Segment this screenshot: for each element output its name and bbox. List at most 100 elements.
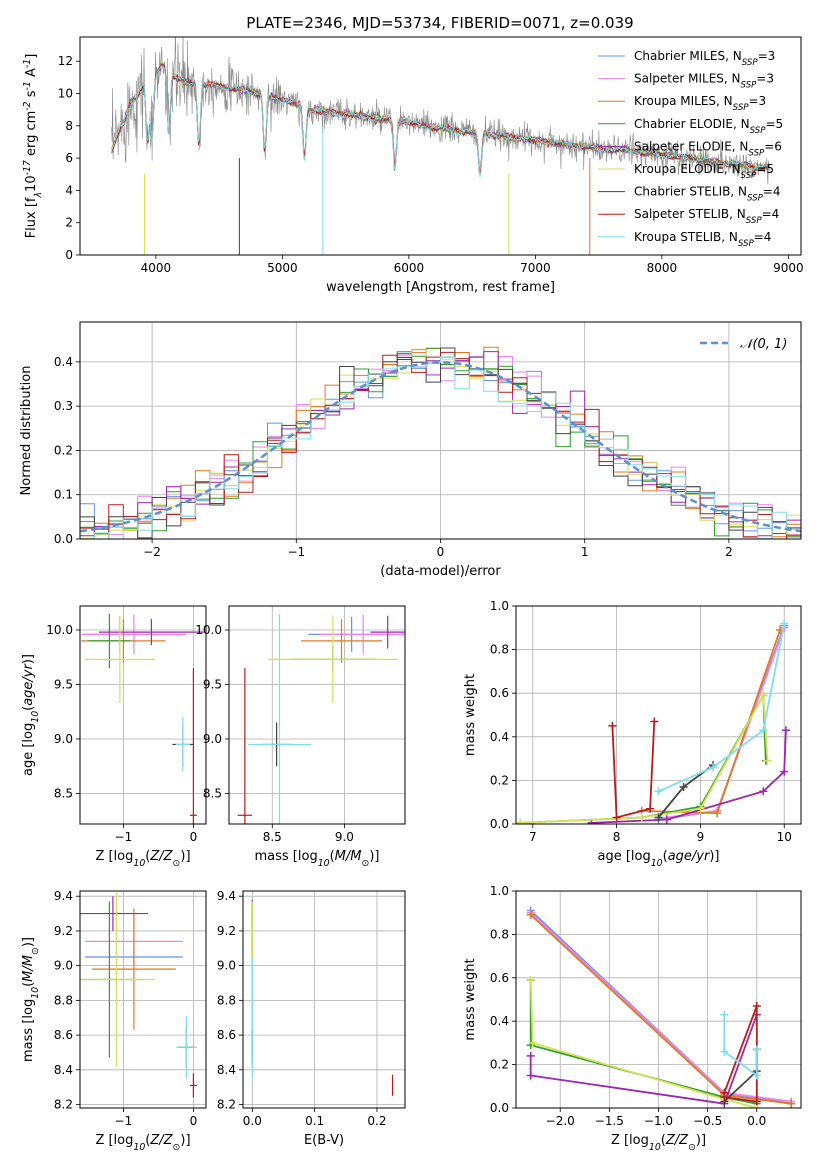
- x-tick-label: −1: [115, 1114, 133, 1128]
- y-tick-label: 0.2: [490, 1058, 509, 1072]
- plot-area: [516, 619, 790, 824]
- mass-weight-point: [780, 619, 789, 628]
- y-tick-label: 10.0: [46, 623, 73, 637]
- y-tick-label: 9.4: [54, 889, 73, 903]
- mass-weight-point: [708, 763, 717, 772]
- x-axis-label: E(B-V): [304, 1133, 344, 1148]
- mass-weight-point: [526, 1071, 535, 1080]
- legend-label-4: Salpeter ELODIE, NSSP​=6: [634, 139, 782, 158]
- mass-weight-point: [752, 1002, 761, 1011]
- x-axis-label: Z [log10​(Z/Z⊙​)]: [95, 849, 190, 869]
- legend-label-7: Salpeter STELIB, NSSP​=4: [634, 207, 779, 226]
- x-tick-label: −1.0: [644, 1114, 673, 1128]
- axes-frame: [515, 605, 802, 825]
- plot-area: [251, 899, 394, 1096]
- y-tick-label: 1.0: [490, 599, 509, 613]
- mass-weight-point: [713, 809, 722, 818]
- mass-weight-point: [780, 767, 789, 776]
- mass-weight-point: [720, 1047, 729, 1056]
- y-tick-label: 0.6: [490, 971, 509, 985]
- y-tick-label: 9.2: [217, 924, 236, 938]
- y-tick-label: 0.6: [490, 686, 509, 700]
- legend-label-1: Salpeter MILES, NSSP​=3: [634, 72, 774, 91]
- panel-age-vs-mass: 8.5 9.0 8.5 9.0 9.5 10.0 mass [log10​(M/M⊙​)]: [195, 605, 406, 869]
- mass-weight-point: [752, 1071, 761, 1080]
- mass-weight-point: [608, 721, 617, 730]
- x-tick-label: 0: [437, 545, 445, 559]
- legend-label-2: Kroupa MILES, NSSP​=3: [634, 94, 766, 113]
- mass-weight-line-7: [611, 721, 656, 819]
- y-tick-label: 8.2: [217, 1098, 236, 1112]
- y-axis-label: mass [log10​(M/M⊙​)]: [21, 937, 41, 1062]
- plot-area: [526, 906, 796, 1108]
- mass-weight-point: [759, 787, 768, 796]
- y-tick-label: 9.0: [217, 959, 236, 973]
- x-tick-label: 8000: [647, 261, 678, 275]
- y-tick-label: 9.0: [54, 959, 73, 973]
- x-tick-label: −2: [143, 545, 161, 559]
- panels: 4000 5000 6000 7000 8000 9000024681012wavelen…: [19, 36, 804, 1153]
- x-tick-label: −1: [287, 545, 305, 559]
- y-tick-label: 0.4: [54, 355, 73, 369]
- mass-weight-point: [679, 782, 688, 791]
- mass-weight-point: [528, 1038, 537, 1047]
- x-axis-label: age [log10​(age/yr)]: [597, 849, 719, 869]
- panel-massweight-vs-Z: −2.0 −1.5 −1.0 −0.5 0.0 0.0 0.2 0.4 0.6 0.8 1.0 Z […: [463, 884, 802, 1153]
- mass-weight-point: [759, 691, 768, 700]
- legend-label-8: Kroupa STELIB, NSSP​=4: [634, 230, 771, 249]
- y-tick-label: 0.4: [490, 730, 509, 744]
- panel-spectrum: 4000 5000 6000 7000 8000 9000 0 2 4 6 8 10 12 wavelen…: [22, 36, 804, 295]
- mass-weight-line-1: [530, 912, 792, 1103]
- x-tick-label: 8: [613, 830, 621, 844]
- y-axis-label: mass weight: [463, 958, 478, 1040]
- y-tick-label: 9.5: [54, 677, 73, 691]
- mass-weight-point: [752, 1097, 761, 1106]
- x-tick-label: 0.0: [243, 1114, 262, 1128]
- mass-weight-line-3: [529, 980, 757, 1105]
- axes-frame: [515, 890, 802, 1109]
- y-tick-label: 0.2: [490, 773, 509, 787]
- x-tick-label: 7: [529, 830, 537, 844]
- x-tick-label: 2: [725, 545, 733, 559]
- plot-area: [111, 37, 770, 255]
- legend-label-5: Kroupa ELODIE, NSSP​=5: [634, 162, 774, 181]
- axes-frame: [79, 321, 802, 540]
- y-tick-label: 0.3: [54, 399, 73, 413]
- model-spectrum-7: [111, 63, 770, 176]
- plot-area: [80, 892, 197, 1098]
- y-tick-label: 10: [58, 87, 73, 101]
- mass-weight-point: [763, 756, 772, 765]
- x-axis-label: (data-model)/error: [380, 564, 501, 579]
- y-tick-label: 8.5: [203, 786, 222, 800]
- mass-weight-point: [637, 813, 646, 822]
- mass-weight-point: [526, 1051, 535, 1060]
- legend-label-normal: 𝒩(0, 1): [740, 337, 787, 352]
- y-tick-label: 0: [65, 248, 73, 262]
- mass-weight-point: [696, 804, 705, 813]
- normal-reference-curve: [80, 361, 801, 533]
- y-tick-label: 0.8: [490, 643, 509, 657]
- mass-weight-point: [787, 1099, 796, 1108]
- x-tick-label: −1: [115, 830, 133, 844]
- y-tick-label: 8: [65, 119, 73, 133]
- y-axis-label: Flux [fλ​10-17​ erg cm-2​ s-1​ A-1​]: [22, 54, 44, 239]
- x-tick-label: 9: [697, 830, 705, 844]
- mass-weight-point: [526, 975, 535, 984]
- x-tick-label: 1: [581, 545, 589, 559]
- y-tick-label: 8.4: [54, 1063, 73, 1077]
- axes-frame: [79, 890, 207, 1109]
- y-tick-label: 4: [65, 183, 73, 197]
- y-tick-label: 9.2: [54, 924, 73, 938]
- x-tick-label: −0.5: [693, 1114, 722, 1128]
- x-axis-label: Z [log10​(Z/Z⊙​)]: [95, 1133, 190, 1153]
- x-tick-label: −1.5: [595, 1114, 624, 1128]
- mass-weight-line-4: [529, 1014, 758, 1105]
- mass-weight-line-8: [658, 623, 786, 793]
- y-tick-label: 0.4: [490, 1014, 509, 1028]
- mass-weight-point: [526, 910, 535, 919]
- mass-weight-point: [720, 1010, 729, 1019]
- y-tick-label: 6: [65, 151, 73, 165]
- mass-weight-point: [781, 726, 790, 735]
- y-tick-label: 8.5: [54, 786, 73, 800]
- x-tick-label: 9000: [773, 261, 804, 275]
